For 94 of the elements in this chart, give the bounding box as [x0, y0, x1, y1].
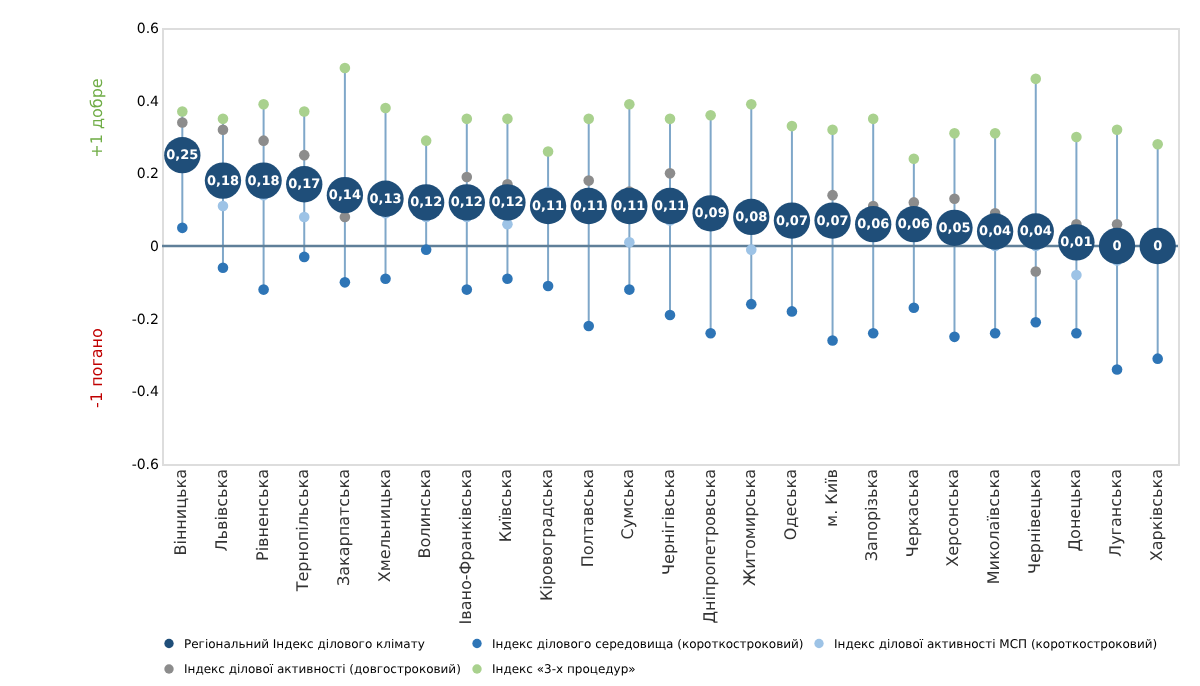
x-tick-label: Луганська	[1107, 468, 1126, 557]
point	[1111, 364, 1123, 375]
x-tick-label: Рівненська	[253, 468, 272, 561]
point	[542, 280, 554, 292]
point	[664, 309, 676, 321]
point	[177, 117, 188, 128]
point	[624, 99, 635, 110]
point	[298, 211, 310, 223]
x-tick-label: м. Київ	[822, 468, 841, 527]
point	[298, 106, 310, 117]
x-tick-label: Херсонська	[944, 468, 963, 567]
point	[745, 244, 757, 255]
point	[258, 135, 269, 146]
point	[827, 124, 838, 136]
x-tick-label: Миколаївська	[985, 468, 1004, 585]
text: -1 погано	[88, 327, 106, 408]
point	[583, 175, 595, 186]
x-tick-label: Запорізька	[863, 468, 882, 562]
point	[583, 320, 595, 332]
point	[989, 128, 1001, 139]
x-tick-label: Полтавська	[578, 468, 597, 568]
x-tick-label: Закарпатська	[334, 468, 353, 586]
point	[339, 62, 351, 74]
point	[177, 106, 188, 117]
point	[867, 113, 879, 125]
point	[867, 327, 879, 339]
point	[1030, 73, 1042, 85]
point	[989, 327, 1001, 339]
point	[298, 149, 310, 161]
point	[1152, 353, 1163, 364]
point	[949, 331, 960, 343]
point	[705, 327, 716, 339]
x-tick-label: Волинська	[416, 468, 435, 559]
point	[827, 335, 838, 346]
x-tick-label: Чернівецька	[1025, 468, 1044, 574]
point	[624, 284, 635, 295]
x-tick-label: Дніпропетровська	[700, 468, 719, 624]
point	[745, 298, 757, 310]
point	[664, 168, 676, 179]
point	[502, 273, 513, 284]
point	[786, 120, 798, 132]
point	[908, 302, 920, 314]
text: +1 добре	[88, 78, 106, 158]
point	[1111, 124, 1123, 136]
point	[420, 244, 432, 255]
point	[217, 113, 229, 125]
point	[217, 200, 229, 212]
x-tick-label: Черкаська	[903, 468, 922, 558]
x-tick-label: Хмельницька	[375, 468, 394, 583]
point	[339, 277, 351, 288]
point	[583, 113, 595, 125]
x-tick-label: Вінницька	[172, 468, 191, 556]
point	[217, 124, 229, 136]
point	[542, 146, 554, 157]
point	[380, 273, 391, 284]
x-tick-label: Сумська	[619, 468, 638, 540]
point	[1139, 227, 1176, 265]
point	[1071, 131, 1082, 143]
point	[1098, 227, 1136, 265]
x-tick-label: Чернігівська	[660, 468, 678, 575]
point	[705, 109, 716, 121]
point	[502, 113, 513, 125]
point	[217, 262, 229, 274]
point	[258, 284, 269, 295]
point	[420, 135, 432, 146]
x-tick-label: Кіровоградська	[538, 468, 557, 602]
point	[786, 306, 798, 317]
x-tick-label: Житомирська	[741, 468, 760, 587]
x-tick-label: Тернопільська	[294, 468, 313, 594]
point	[1071, 327, 1082, 339]
x-tick-label: Львівська	[212, 468, 231, 552]
point	[745, 99, 757, 110]
x-tick-label: Донецька	[1066, 468, 1085, 552]
point	[1030, 266, 1042, 277]
point	[664, 113, 676, 125]
point	[258, 99, 269, 110]
point	[461, 284, 473, 295]
point	[177, 222, 188, 234]
x-tick-label: Івано-Франківська	[456, 468, 475, 625]
point	[1071, 269, 1082, 281]
point	[461, 171, 473, 183]
point	[1152, 138, 1163, 150]
point	[380, 102, 391, 114]
point	[1030, 317, 1042, 328]
point	[908, 153, 920, 165]
point	[949, 193, 960, 205]
point	[461, 113, 473, 125]
point	[949, 128, 960, 139]
x-tick-label: Одеська	[781, 468, 800, 541]
point	[298, 251, 310, 263]
x-tick-label: Харківська	[1147, 468, 1166, 562]
x-tick-label: Київська	[497, 468, 516, 543]
point	[624, 237, 635, 248]
point	[827, 189, 838, 201]
